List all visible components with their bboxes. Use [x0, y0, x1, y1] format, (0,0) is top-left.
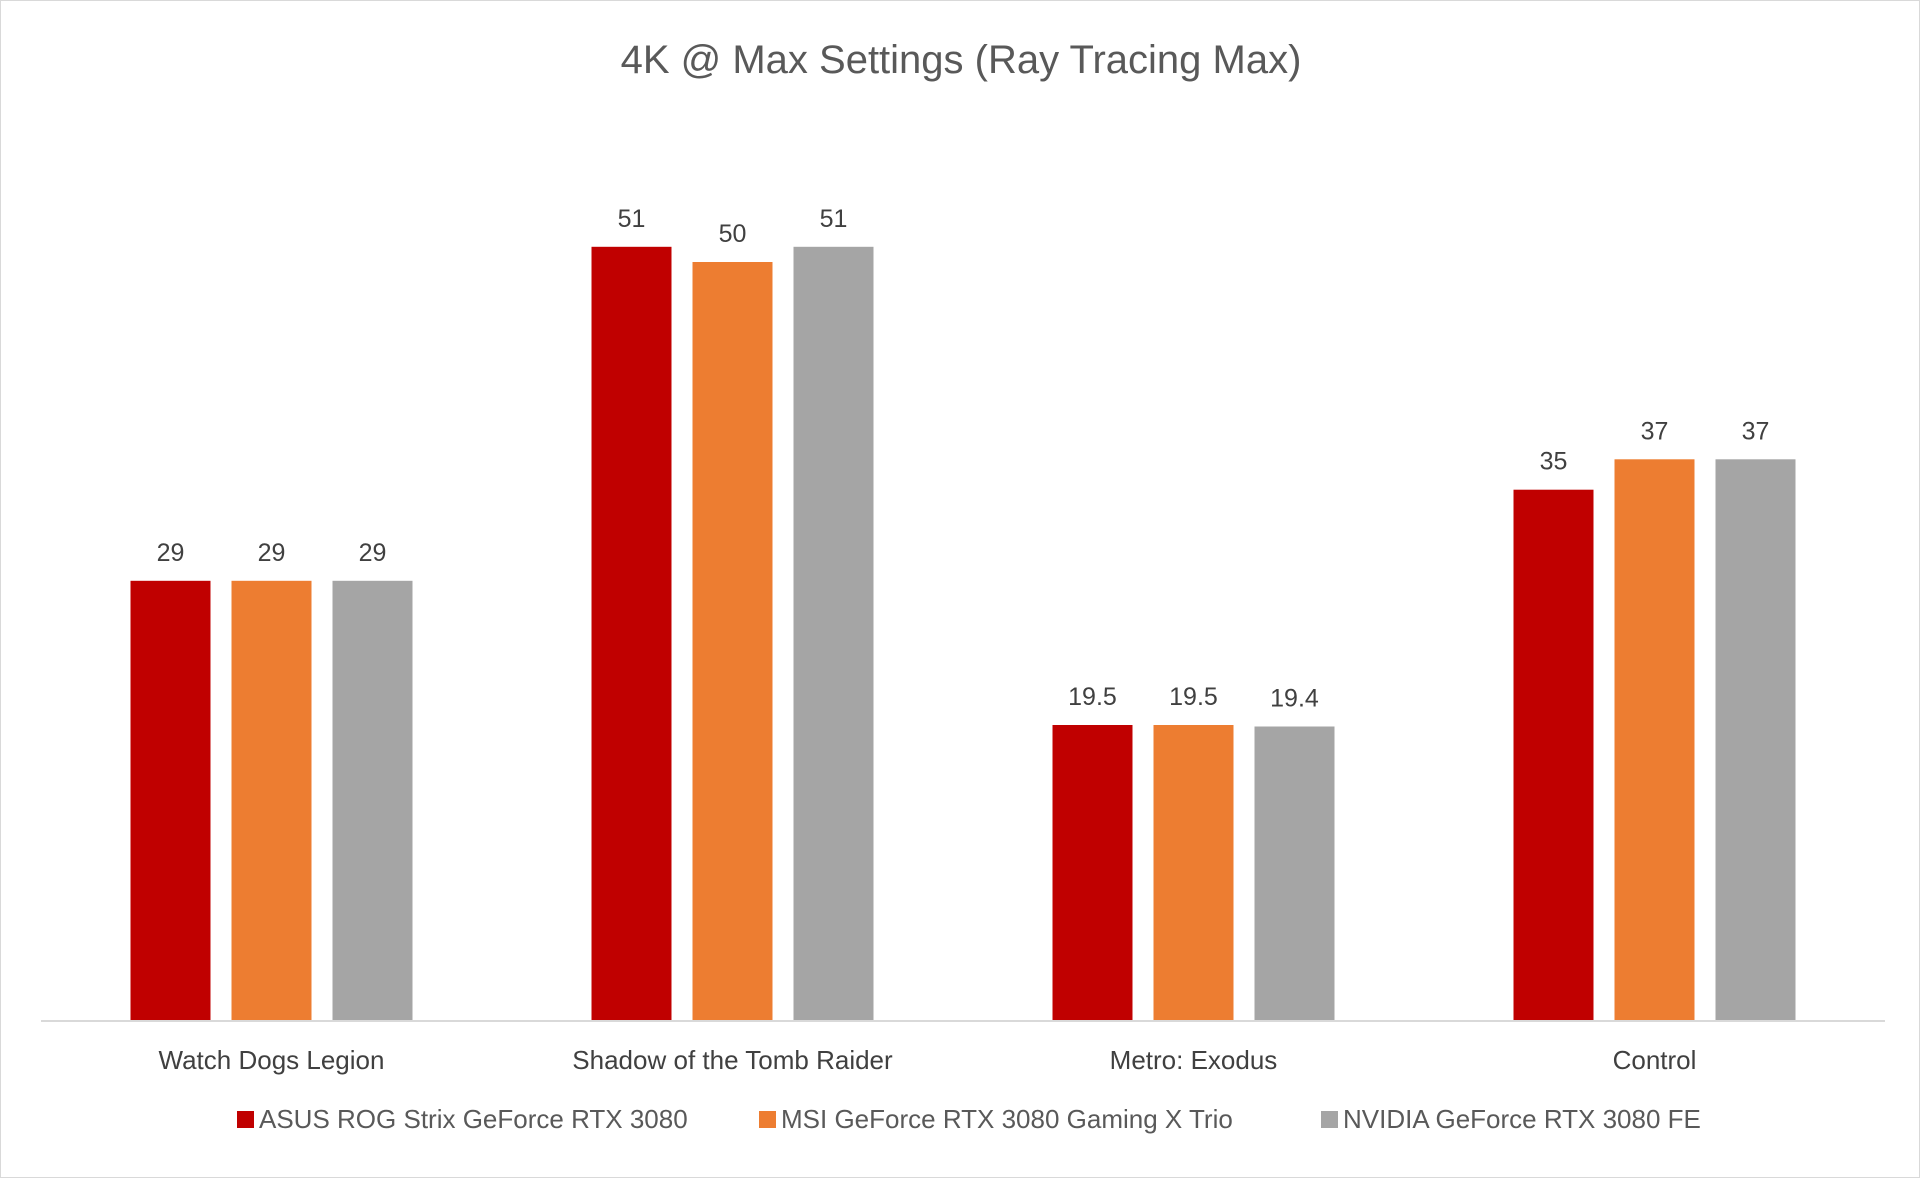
data-label: 50 [719, 220, 747, 248]
category-labels-group: Watch Dogs Legion Shadow of the Tomb Raid… [159, 1045, 1697, 1075]
bar [1513, 489, 1594, 1021]
legend: ASUS ROG Strix GeForce RTX 3080 MSI GeFor… [237, 1104, 1701, 1134]
bar [332, 580, 413, 1021]
data-label: 29 [258, 539, 286, 567]
bar [692, 262, 773, 1021]
data-label: 19.5 [1068, 683, 1117, 711]
chart-title: 4K @ Max Settings (Ray Tracing Max) [621, 38, 1302, 82]
data-label: 51 [820, 205, 848, 233]
data-label: 37 [1742, 417, 1770, 445]
bars-group [130, 246, 1796, 1022]
category-label: Shadow of the Tomb Raider [572, 1045, 893, 1075]
bar [1052, 725, 1133, 1021]
bar [130, 580, 211, 1021]
data-label: 51 [618, 205, 646, 233]
legend-swatch [237, 1111, 254, 1128]
data-label: 29 [359, 539, 387, 567]
legend-swatch [759, 1111, 776, 1128]
bar [1715, 459, 1796, 1021]
bar [1153, 725, 1234, 1021]
category-label: Watch Dogs Legion [159, 1045, 385, 1075]
bar [793, 246, 874, 1022]
category-label: Control [1613, 1045, 1697, 1075]
data-label: 29 [157, 539, 185, 567]
bar [1254, 726, 1335, 1021]
legend-label: NVIDIA GeForce RTX 3080 FE [1343, 1104, 1701, 1134]
data-labels-group: 29 29 29 51 50 51 19.5 19.5 19.4 35 37 37 [157, 205, 1770, 713]
data-label: 19.5 [1169, 683, 1218, 711]
legend-label: MSI GeForce RTX 3080 Gaming X Trio [781, 1104, 1233, 1134]
legend-swatch [1321, 1111, 1338, 1128]
legend-label: ASUS ROG Strix GeForce RTX 3080 [259, 1104, 688, 1134]
data-label: 19.4 [1270, 685, 1319, 713]
bar [591, 246, 672, 1022]
category-label: Metro: Exodus [1110, 1045, 1278, 1075]
data-label: 37 [1641, 417, 1669, 445]
bar [1614, 459, 1695, 1021]
data-label: 35 [1540, 448, 1568, 476]
bar [231, 580, 312, 1021]
